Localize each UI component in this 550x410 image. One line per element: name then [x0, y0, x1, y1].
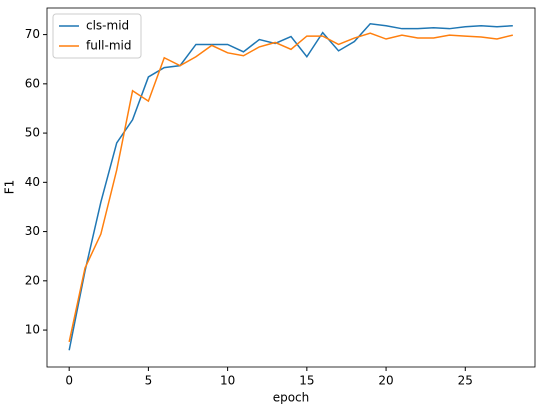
x-tick-label: 5	[145, 374, 153, 388]
x-tick-label: 15	[299, 374, 314, 388]
y-tick-label: 40	[25, 175, 40, 189]
legend-label: full-mid	[86, 39, 131, 53]
plot-frame	[46, 7, 536, 368]
x-tick-label: 20	[378, 374, 393, 388]
y-tick-label: 30	[25, 224, 40, 238]
y-tick-label: 60	[25, 76, 40, 90]
x-tick-label: 25	[458, 374, 473, 388]
y-tick-label: 10	[25, 323, 40, 337]
x-tick-label: 10	[220, 374, 235, 388]
series-line	[68, 32, 513, 343]
series-line	[68, 22, 513, 351]
y-tick-label: 70	[25, 27, 40, 41]
y-axis-label: F1	[3, 180, 17, 195]
x-axis-label: epoch	[273, 391, 310, 405]
x-tick-label: 0	[65, 374, 73, 388]
legend-box	[52, 13, 142, 59]
legend-label: cls-mid	[86, 19, 129, 33]
y-tick-label: 20	[25, 273, 40, 287]
y-tick-label: 50	[25, 126, 40, 140]
